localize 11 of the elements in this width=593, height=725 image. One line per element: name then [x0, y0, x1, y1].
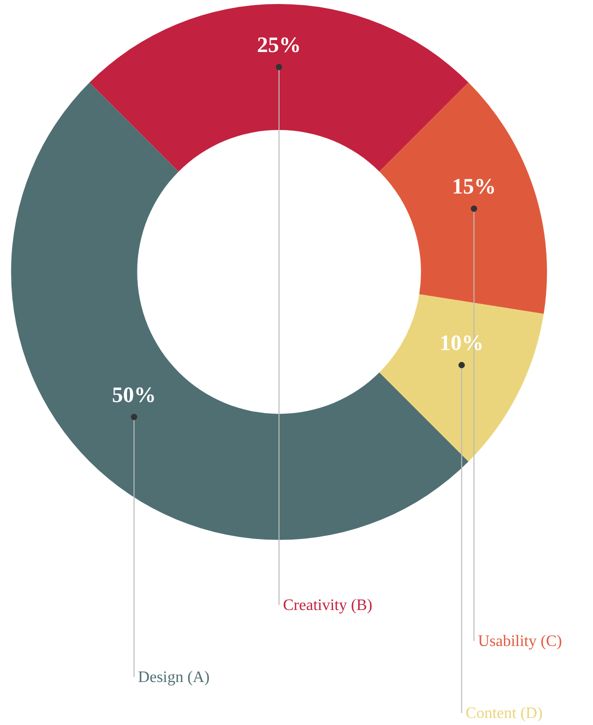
donut-slice: [379, 82, 547, 314]
slice-label: Design (A): [138, 669, 210, 686]
data-label: 25%: [257, 32, 301, 57]
data-label: 15%: [452, 174, 496, 199]
data-label: 50%: [112, 382, 156, 407]
slice-label: Content (D): [466, 705, 543, 722]
slice-label: Usability (C): [478, 633, 562, 650]
donut-slice: [379, 294, 544, 462]
donut-slice: [89, 4, 469, 172]
data-label: 10%: [440, 330, 484, 356]
slice-label: Creativity (B): [283, 597, 372, 614]
